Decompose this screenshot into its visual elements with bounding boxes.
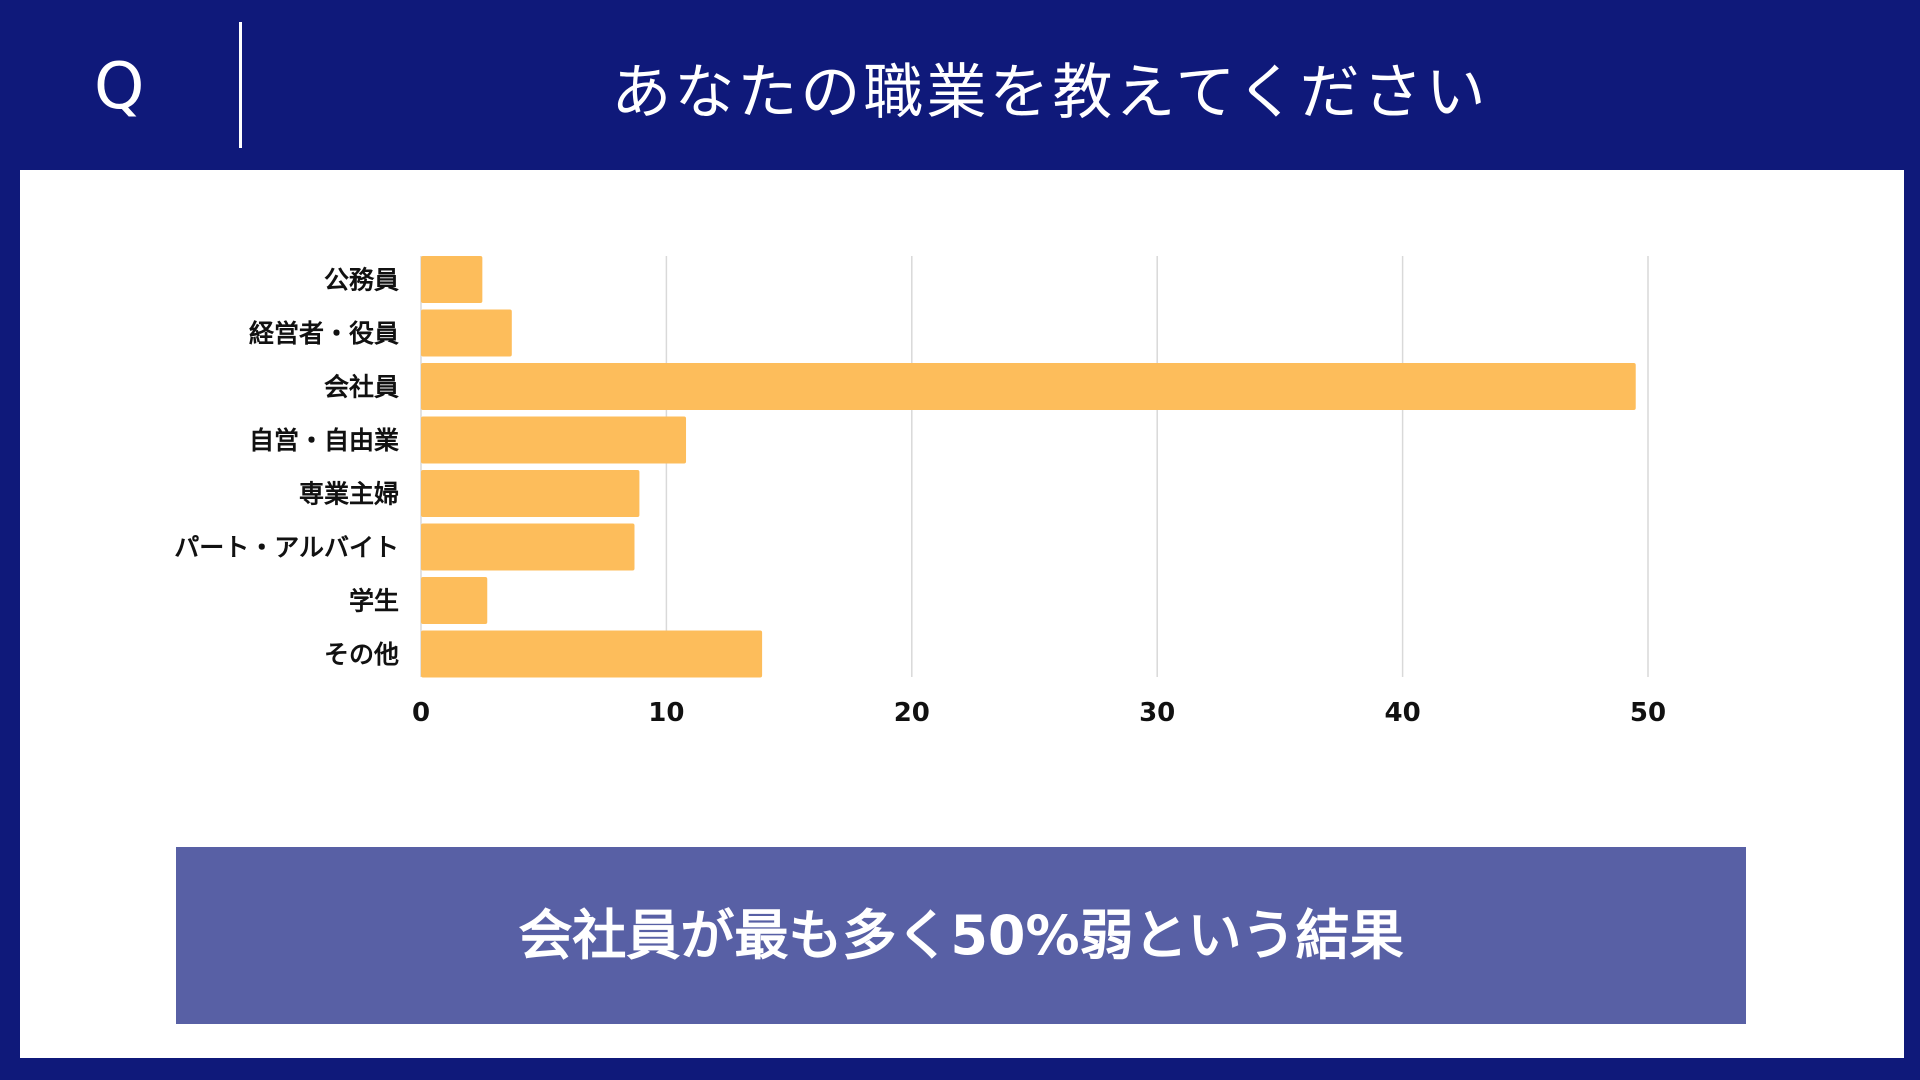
category-label: 経営者・役員: [249, 319, 399, 348]
bar-0: [421, 256, 483, 303]
header-divider: [239, 22, 242, 148]
x-tick-label: 10: [648, 698, 684, 728]
header-bar: Q あなたの職業を教えてください: [0, 0, 1920, 170]
category-label: 学生: [349, 587, 399, 616]
bar-4: [421, 470, 640, 517]
category-label: パート・アルバイト: [174, 533, 399, 562]
bar-chart: 0 10 20 30 40 50 公務員経営者・役員会社員自営・自由業専業主婦パート・アルバ…: [174, 256, 1666, 729]
category-label: 公務員: [324, 266, 399, 295]
x-tick-label: 20: [894, 698, 930, 728]
bar-7: [421, 630, 763, 678]
category-label: 自営・自由業: [249, 426, 399, 455]
x-tick-label: 40: [1385, 698, 1421, 728]
result-text: 会社員が最も多く50%弱という結果: [518, 904, 1404, 967]
bar-3: [421, 416, 687, 464]
category-label: 会社員: [324, 373, 399, 402]
result-box: 会社員が最も多く50%弱という結果: [176, 847, 1746, 1024]
x-tick-label: 0: [412, 698, 430, 728]
content-panel: 0 10 20 30 40 50 公務員経営者・役員会社員自営・自由業専業主婦パート・アルバ…: [20, 170, 1904, 1058]
bar-layer: [421, 256, 1636, 678]
category-label: その他: [324, 640, 399, 669]
x-tick-label: 30: [1139, 698, 1175, 728]
bar-5: [421, 523, 635, 571]
grid-layer: [420, 256, 1649, 677]
bar-1: [421, 309, 512, 357]
bar-2: [421, 363, 1636, 410]
bar-6: [421, 577, 488, 624]
category-label: 専業主婦: [299, 480, 399, 509]
label-layer: 0 10 20 30 40 50 公務員経営者・役員会社員自営・自由業専業主婦パート・アルバ…: [174, 266, 1666, 729]
question-title: あなたの職業を教えてください: [611, 58, 1489, 128]
question-mark-label: Q: [94, 50, 145, 124]
x-tick-label: 50: [1630, 698, 1666, 728]
